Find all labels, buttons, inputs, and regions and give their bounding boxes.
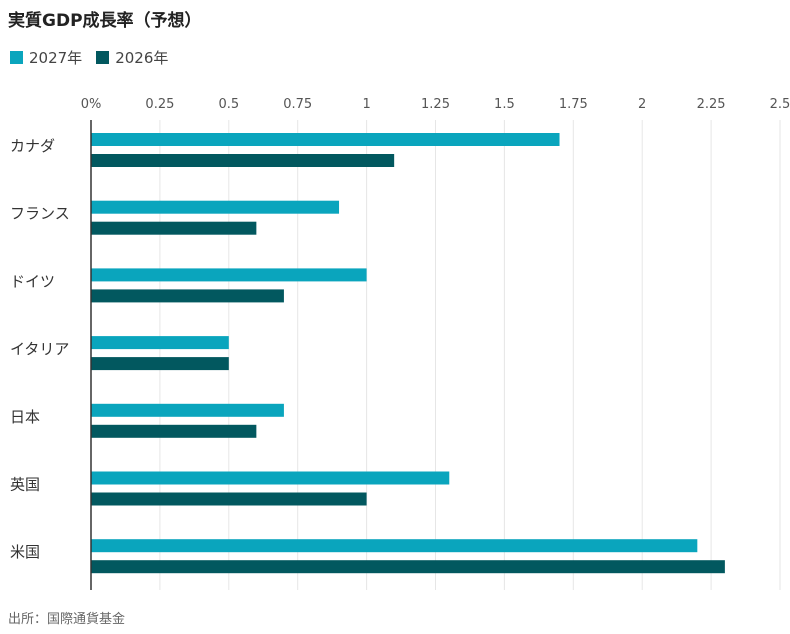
- x-tick-label: 1.5: [494, 97, 515, 112]
- legend-label-2027: 2027年: [29, 49, 83, 67]
- bar: [91, 539, 698, 553]
- bar: [91, 154, 395, 167]
- source-note: 出所：国際通貨基金: [8, 612, 126, 627]
- category-label: イタリア: [10, 340, 69, 358]
- legend-swatch-2026: [96, 51, 110, 64]
- bar: [91, 133, 560, 146]
- category-label: ドイツ: [10, 272, 55, 290]
- bar: [91, 492, 367, 506]
- bar: [91, 336, 229, 350]
- category-label: 日本: [10, 408, 40, 426]
- bar: [91, 268, 367, 282]
- bar: [91, 471, 450, 485]
- x-tick-label: 1.25: [421, 97, 450, 112]
- legend-item-2026: 2026年: [96, 47, 168, 68]
- x-tick-label: 1.75: [559, 97, 588, 112]
- bar: [91, 289, 284, 303]
- legend: 2027年 2026年: [10, 47, 182, 68]
- category-label: 英国: [10, 476, 40, 494]
- legend-item-2027: 2027年: [10, 47, 82, 68]
- bar: [91, 221, 257, 235]
- bar: [91, 357, 229, 371]
- x-tick-label: 0.75: [283, 97, 312, 112]
- category-label: フランス: [10, 205, 70, 223]
- x-tick-label: 0.25: [145, 97, 174, 112]
- x-tick-label: 1: [362, 97, 370, 112]
- category-label: 米国: [10, 543, 40, 561]
- bar: [91, 560, 725, 574]
- x-tick-label: 2.25: [697, 97, 726, 112]
- category-label: カナダ: [10, 137, 55, 155]
- x-tick-label: 0%: [81, 97, 102, 112]
- legend-label-2026: 2026年: [115, 49, 169, 67]
- x-tick-label: 2.5: [770, 97, 790, 112]
- bar: [91, 200, 340, 214]
- chart-title: 実質GDP成長率（予想）: [8, 11, 202, 31]
- bar: [91, 403, 284, 417]
- x-tick-label: 2: [638, 97, 646, 112]
- bar-chart: 0% 0.25 0.5 0.75 1 1.25 1.5 1.75 2 2.25 2.5 カナダフランス…: [10, 97, 790, 590]
- x-tick-label: 0.5: [218, 97, 239, 112]
- bar: [91, 424, 257, 438]
- legend-swatch-2027: [10, 51, 23, 64]
